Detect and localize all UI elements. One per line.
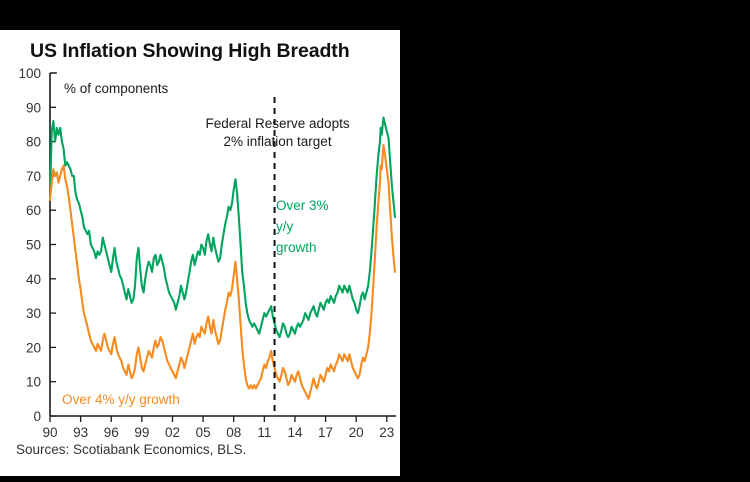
green-series-label-line-2: y/y <box>276 219 294 234</box>
x-tick-label: 11 <box>257 425 271 440</box>
series-lines <box>48 116 397 400</box>
x-tick-label: 02 <box>165 425 180 440</box>
inflation-breadth-chart: 0 10 20 30 40 50 60 70 80 90 100 90 93 96 99 02 05 08 11 1… <box>18 66 397 440</box>
green-series-label-line-3: growth <box>276 240 317 255</box>
chart-card: US Inflation Showing High Breadth 0 10 20 3… <box>0 30 400 476</box>
y-axis: 0 10 20 30 40 50 60 70 80 90 100 <box>18 66 57 424</box>
x-tick-label: 99 <box>134 425 149 440</box>
y-tick-label: 90 <box>26 100 41 115</box>
x-tick-label: 14 <box>287 425 303 440</box>
series-line-over-4-y-y-growth <box>48 143 397 400</box>
y-tick-label: 30 <box>26 306 41 321</box>
y-tick-label: 0 <box>33 409 41 424</box>
green-series-label-line-1: Over 3% <box>276 198 329 213</box>
page-title: US Inflation Showing High Breadth <box>30 40 350 62</box>
y-tick-label: 40 <box>26 272 41 287</box>
x-axis: 90 93 96 99 02 05 08 11 14 17 20 23 <box>42 415 396 440</box>
fed-annotation-line-2: 2% inflation target <box>224 134 332 149</box>
x-tick-label: 05 <box>196 425 211 440</box>
y-axis-unit-label: % of components <box>64 81 169 96</box>
x-tick-label: 20 <box>349 425 364 440</box>
y-tick-label: 60 <box>26 203 41 218</box>
y-tick-label: 100 <box>18 66 41 81</box>
x-tick-label: 93 <box>73 425 88 440</box>
orange-series-label: Over 4% y/y growth <box>62 392 180 407</box>
y-tick-label: 50 <box>26 238 41 253</box>
chart-annotations: % of components Federal Reserve adopts 2% … <box>62 81 350 407</box>
x-tick-label: 23 <box>379 425 394 440</box>
series-line-over-3-y-y-growth <box>48 116 397 339</box>
fed-annotation-line-1: Federal Reserve adopts <box>206 116 350 131</box>
x-tick-label: 08 <box>226 425 241 440</box>
source-note: Sources: Scotiabank Economics, BLS. <box>16 442 247 457</box>
y-tick-label: 20 <box>26 340 41 355</box>
x-tick-label: 17 <box>318 425 333 440</box>
x-tick-label: 90 <box>42 425 57 440</box>
y-tick-label: 80 <box>26 135 41 150</box>
y-tick-label: 70 <box>26 169 41 184</box>
x-tick-label: 96 <box>104 425 119 440</box>
y-tick-label: 10 <box>26 375 41 390</box>
